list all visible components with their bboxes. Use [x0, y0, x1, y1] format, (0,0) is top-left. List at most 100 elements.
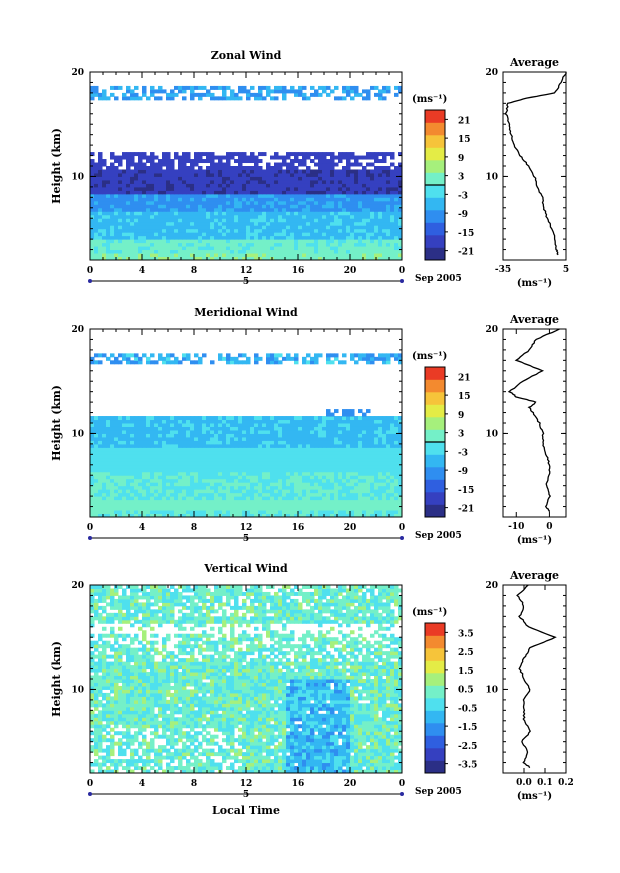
- heatmap-cell: [374, 200, 379, 205]
- heatmap-cell: [182, 468, 187, 473]
- heatmap-cell: [114, 461, 119, 466]
- heatmap-cell: [178, 478, 183, 483]
- heatmap-cell: [358, 419, 363, 424]
- heatmap-cell: [154, 204, 159, 209]
- heatmap-cell: [230, 193, 235, 198]
- heatmap-cell: [358, 162, 363, 167]
- heatmap-cell: [122, 193, 127, 198]
- heatmap-cell: [282, 489, 287, 494]
- heatmap-cell: [286, 218, 291, 223]
- heatmap-cell: [222, 246, 227, 251]
- heatmap-cell: [302, 218, 307, 223]
- heatmap-cell: [102, 416, 107, 421]
- heatmap-cell: [386, 429, 391, 434]
- heatmap-cell: [358, 155, 363, 160]
- heatmap-cell: [330, 246, 335, 251]
- heatmap-cell: [366, 249, 371, 254]
- heatmap-cell: [398, 440, 403, 445]
- heatmap-cell: [326, 197, 331, 202]
- heatmap-cell: [210, 204, 215, 209]
- heatmap-cell: [226, 471, 231, 476]
- heatmap-cell: [250, 489, 255, 494]
- heatmap-cell: [186, 443, 191, 448]
- heatmap-cell: [258, 426, 263, 431]
- heatmap-cell: [294, 218, 299, 223]
- heatmap-cell: [126, 457, 131, 462]
- heatmap-cell: [214, 162, 219, 167]
- heatmap-cell: [202, 221, 207, 226]
- heatmap-cell: [226, 419, 231, 424]
- heatmap-cell: [186, 416, 191, 421]
- heatmap-cell: [142, 193, 147, 198]
- heatmap-cell: [90, 454, 95, 459]
- heatmap-cell: [154, 506, 159, 511]
- heatmap-cell: [270, 218, 275, 223]
- heatmap-cell: [290, 492, 295, 497]
- heatmap-cell: [394, 429, 399, 434]
- heatmap-cell: [230, 228, 235, 233]
- heatmap-cell: [174, 478, 179, 483]
- heatmap-cell: [90, 200, 95, 205]
- heatmap-cell: [146, 426, 151, 431]
- heatmap-cell: [214, 443, 219, 448]
- heatmap-cell: [246, 436, 251, 441]
- heatmap-cell: [122, 96, 127, 101]
- heatmap-cell: [174, 475, 179, 480]
- heatmap-cell: [210, 200, 215, 205]
- heatmap-cell: [134, 200, 139, 205]
- heatmap-cell: [282, 499, 287, 504]
- heatmap-cell: [334, 172, 339, 177]
- heatmap-cell: [226, 225, 231, 230]
- heatmap-cell: [358, 450, 363, 455]
- heatmap-cell: [258, 232, 263, 237]
- heatmap-cell: [122, 436, 127, 441]
- heatmap-cell: [170, 214, 175, 219]
- heatmap-cell: [122, 443, 127, 448]
- heatmap-cell: [178, 489, 183, 494]
- heatmap-cell: [242, 176, 247, 181]
- heatmap-cell: [390, 429, 395, 434]
- heatmap-cell: [294, 193, 299, 198]
- heatmap-cell: [306, 433, 311, 438]
- heatmap-cell: [386, 482, 391, 487]
- heatmap-cell: [90, 152, 95, 157]
- heatmap-cell: [114, 360, 119, 365]
- heatmap-cell: [94, 211, 99, 216]
- heatmap-cell: [370, 471, 375, 476]
- heatmap-cell: [314, 513, 319, 518]
- heatmap-cell: [190, 447, 195, 452]
- heatmap-cell: [398, 447, 403, 452]
- heatmap-cell: [278, 204, 283, 209]
- heatmap-cell: [294, 200, 299, 205]
- heatmap-cell: [386, 440, 391, 445]
- heatmap-cell: [330, 256, 335, 261]
- heatmap-cell: [258, 246, 263, 251]
- heatmap-cell: [398, 485, 403, 490]
- heatmap-cell: [278, 85, 283, 90]
- heatmap-cell: [130, 506, 135, 511]
- heatmap-cell: [398, 89, 403, 94]
- heatmap-cell: [90, 89, 95, 94]
- heatmap-cell: [318, 190, 323, 195]
- heatmap-cell: [334, 176, 339, 181]
- heatmap-cell: [390, 235, 395, 240]
- heatmap-cell: [318, 92, 323, 97]
- heatmap-cell: [386, 499, 391, 504]
- heatmap-cell: [238, 166, 243, 170]
- heatmap-cell: [90, 239, 95, 244]
- heatmap-cell: [386, 166, 391, 170]
- heatmap-cell: [98, 419, 103, 424]
- heatmap-cell: [322, 450, 327, 455]
- heatmap-cell: [242, 193, 247, 198]
- heatmap-cell: [390, 253, 395, 258]
- heatmap-cell: [378, 232, 383, 237]
- heatmap-cell: [134, 152, 139, 157]
- heatmap-cell: [218, 423, 223, 427]
- heatmap-cell: [258, 457, 263, 462]
- heatmap-cell: [358, 204, 363, 209]
- heatmap-cell: [182, 89, 187, 94]
- heatmap-cell: [362, 506, 367, 511]
- heatmap-cell: [110, 506, 115, 511]
- heatmap-cell: [130, 416, 135, 421]
- heatmap-cell: [294, 232, 299, 237]
